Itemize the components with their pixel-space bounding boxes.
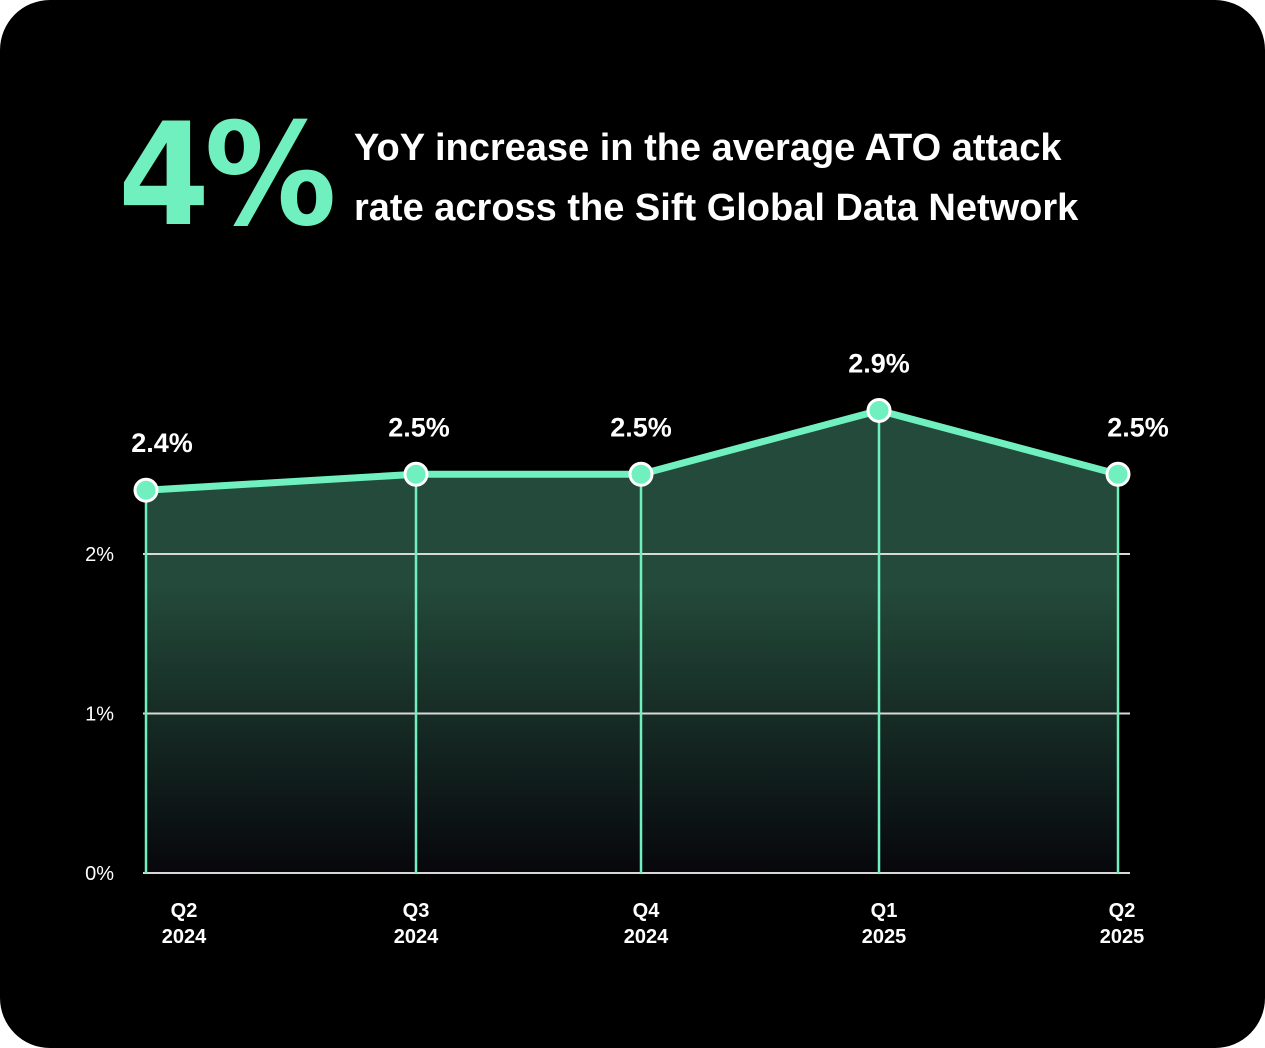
y-tick-label: 1% bbox=[85, 704, 114, 726]
headline-stat: 4% bbox=[118, 93, 337, 258]
headline-text: YoY increase in the average ATO attack r… bbox=[354, 118, 1214, 238]
x-tick-label-year: 2024 bbox=[624, 926, 669, 948]
data-label: 2.4% bbox=[131, 428, 193, 458]
area-fill bbox=[146, 410, 1118, 873]
x-tick-label-quarter: Q4 bbox=[633, 900, 661, 922]
headline-line-2: rate across the Sift Global Data Network bbox=[354, 187, 1079, 229]
data-point-1 bbox=[403, 461, 429, 487]
x-tick-label-year: 2025 bbox=[862, 926, 907, 948]
data-label: 2.5% bbox=[388, 412, 450, 442]
x-tick-label-quarter: Q1 bbox=[871, 900, 898, 922]
data-label: 2.5% bbox=[1107, 412, 1169, 442]
y-tick-label: 0% bbox=[85, 863, 114, 885]
x-tick-label-year: 2025 bbox=[1100, 926, 1145, 948]
data-label: 2.9% bbox=[848, 348, 910, 378]
data-point-2 bbox=[628, 461, 654, 487]
x-tick-label-quarter: Q3 bbox=[403, 900, 430, 922]
data-point-0 bbox=[133, 477, 159, 503]
x-tick-label-year: 2024 bbox=[394, 926, 439, 948]
data-point-3 bbox=[866, 397, 892, 423]
headline-line-1: YoY increase in the average ATO attack bbox=[354, 127, 1062, 169]
data-label: 2.5% bbox=[610, 412, 672, 442]
y-tick-label: 2% bbox=[85, 544, 114, 566]
x-tick-label-quarter: Q2 bbox=[1109, 900, 1136, 922]
x-tick-label-quarter: Q2 bbox=[171, 900, 198, 922]
x-tick-label-year: 2024 bbox=[162, 926, 207, 948]
data-point-4 bbox=[1105, 461, 1131, 487]
